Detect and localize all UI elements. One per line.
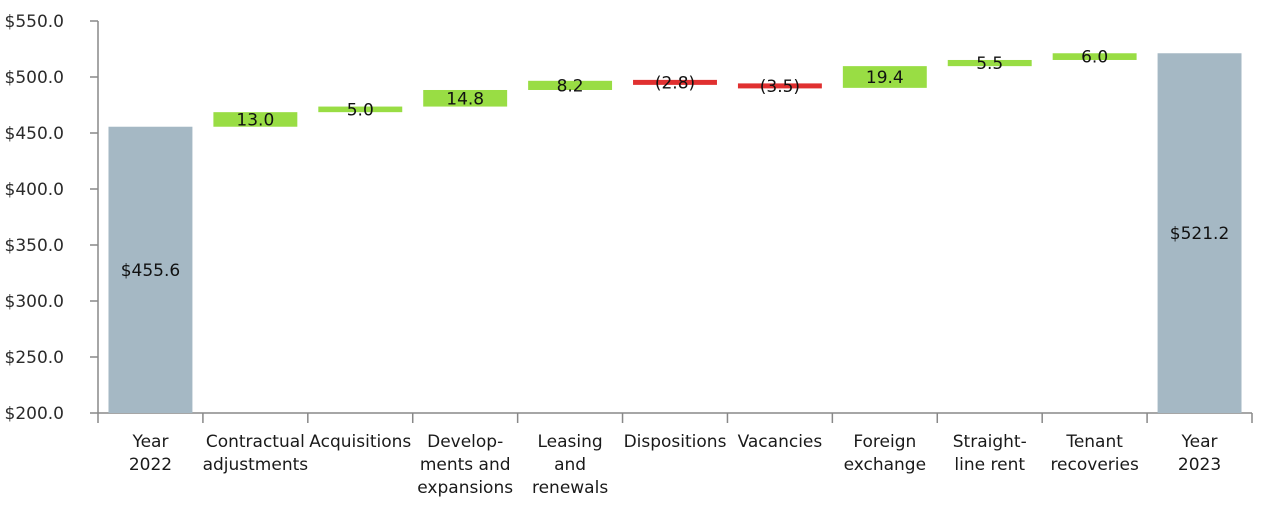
y-axis: $200.0 $250.0 $300.0 $350.0 $400.0 $450.0 $500…	[5, 12, 99, 424]
y-tick-label: $550.0	[5, 12, 64, 32]
category-label-line: Contractual	[206, 432, 305, 452]
category-label-line: Dispositions	[624, 432, 727, 452]
data-label: (3.5)	[760, 77, 800, 97]
data-labels: $455.6 13.0 5.0 14.8 8.2 (2.8) (3.5) 19.4 5.5 6.0…	[121, 48, 1230, 281]
category-label-line: Acquisitions	[309, 432, 411, 452]
category-label-line: recoveries	[1050, 455, 1139, 475]
category-label: Foreign exchange	[844, 432, 927, 475]
data-label: (2.8)	[655, 73, 695, 93]
data-label: 14.8	[446, 89, 484, 109]
decrease-bar	[633, 79, 717, 85]
data-label: $455.6	[121, 261, 180, 281]
total-bar	[108, 126, 193, 413]
increase-bar	[318, 106, 403, 113]
data-label: 6.0	[1081, 48, 1108, 68]
category-label-line: Leasing	[537, 432, 602, 452]
increase-bar	[213, 112, 298, 127]
data-label: 13.0	[236, 110, 274, 130]
category-label-line: 2023	[1178, 455, 1221, 475]
category-label: Contractual adjustments	[203, 432, 309, 475]
y-tick-label: $450.0	[5, 124, 64, 144]
category-label: Year 2022	[129, 432, 172, 475]
bars	[108, 53, 1242, 413]
category-label: Year 2023	[1178, 432, 1221, 475]
data-label: 19.4	[866, 68, 904, 88]
category-label-line: Year	[131, 432, 168, 452]
data-label: 5.5	[976, 54, 1003, 74]
y-tick-label: $250.0	[5, 348, 64, 368]
category-label-line: Foreign	[853, 432, 916, 452]
increase-bar	[842, 66, 927, 88]
category-label-line: exchange	[844, 455, 927, 475]
category-label-line: expansions	[417, 478, 513, 498]
category-label: Tenant recoveries	[1050, 432, 1139, 475]
increase-bar	[423, 89, 508, 107]
category-label-line: Develop-	[427, 432, 503, 452]
data-label: 5.0	[347, 100, 374, 120]
increase-bar	[947, 59, 1032, 67]
increase-bar	[528, 80, 613, 90]
data-label: $521.2	[1170, 224, 1229, 244]
category-label-line: and	[554, 455, 586, 475]
category-label: Develop-ments and expansions	[417, 432, 513, 498]
category-label-line: ments and	[420, 455, 511, 475]
increase-bar	[1052, 53, 1137, 60]
data-label: 8.2	[557, 76, 584, 96]
category-label: Dispositions	[624, 432, 727, 452]
decrease-bar	[737, 83, 822, 89]
x-axis: Year 2022 Contractual adjustmentsAcquisitio…	[97, 412, 1253, 498]
y-tick-label: $350.0	[5, 236, 64, 256]
category-label: Leasing and renewals	[532, 432, 608, 498]
y-tick-label: $400.0	[5, 180, 64, 200]
category-label-line: Straight-	[953, 432, 1027, 452]
category-label-line: Year	[1181, 432, 1218, 452]
total-bar	[1157, 53, 1242, 413]
category-label-line: 2022	[129, 455, 172, 475]
category-label: Vacancies	[738, 432, 823, 452]
category-label: Straight-line rent	[953, 432, 1027, 475]
category-label-line: adjustments	[203, 455, 309, 475]
y-tick-label: $300.0	[5, 292, 64, 312]
category-label-line: Tenant	[1065, 432, 1123, 452]
category-label-line: line rent	[954, 455, 1025, 475]
y-tick-label: $500.0	[5, 68, 64, 88]
category-label-line: Vacancies	[738, 432, 823, 452]
category-label-line: renewals	[532, 478, 608, 498]
y-tick-label: $200.0	[5, 404, 64, 424]
category-label: Acquisitions	[309, 432, 411, 452]
